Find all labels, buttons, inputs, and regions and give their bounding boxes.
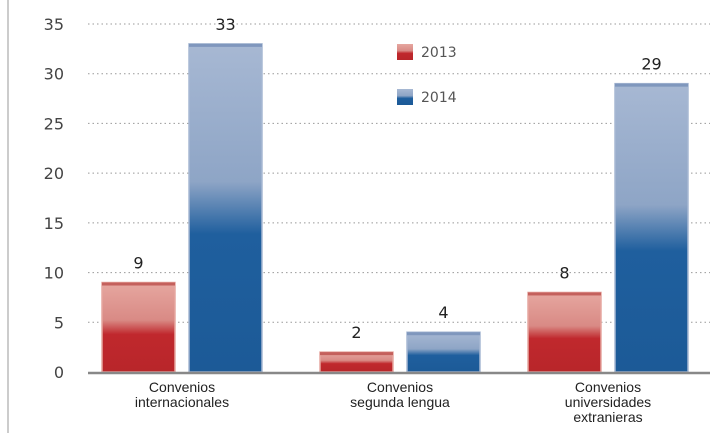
bar-2014-1 xyxy=(406,331,481,373)
y-tick-label-15: 15 xyxy=(44,214,64,233)
bar-2014-2 xyxy=(614,82,689,373)
category-labels: Convenios internacionales Convenios segunda… xyxy=(135,379,651,425)
legend-swatch-2014 xyxy=(397,89,413,105)
data-label-2014-0: 33 xyxy=(215,15,235,34)
y-tick-label-30: 30 xyxy=(44,65,64,84)
bar-cap-2013-1 xyxy=(320,352,393,356)
category-label-2: Convenios universidades extranieras xyxy=(565,379,651,425)
bar-cap-2013-0 xyxy=(102,282,175,286)
y-tick-label-25: 25 xyxy=(44,114,64,133)
legend-swatch-2013 xyxy=(397,44,413,60)
legend-label-2014: 2014 xyxy=(421,90,457,106)
data-label-2014-2: 29 xyxy=(641,55,661,74)
y-tick-label-10: 10 xyxy=(44,264,64,283)
y-axis-ticks: 0 5 10 15 20 25 30 35 xyxy=(44,15,64,382)
data-label-2013-1: 2 xyxy=(351,323,361,342)
bar-2013-2 xyxy=(527,291,602,373)
data-label-2013-2: 8 xyxy=(559,263,569,282)
legend: 2013 2014 xyxy=(397,44,457,106)
category-label-0: Convenios internacionales xyxy=(135,379,229,410)
bars: 9 2 8 33 4 29 xyxy=(101,15,689,373)
y-tick-label-35: 35 xyxy=(44,15,64,34)
bar-cap-2014-0 xyxy=(189,43,262,47)
category-label-1: Convenios segunda lengua xyxy=(350,379,450,410)
bar-cap-2014-1 xyxy=(407,332,480,336)
data-label-2013-0: 9 xyxy=(133,254,143,273)
legend-label-2013: 2013 xyxy=(421,45,457,61)
bar-cap-2013-2 xyxy=(528,292,601,296)
y-tick-label-5: 5 xyxy=(54,313,64,332)
y-tick-label-0: 0 xyxy=(54,363,64,382)
bar-2013-0 xyxy=(101,281,176,373)
data-label-2014-1: 4 xyxy=(438,303,448,322)
bar-2014-0 xyxy=(188,43,263,373)
y-tick-label-20: 20 xyxy=(44,164,64,183)
bar-cap-2014-2 xyxy=(615,83,688,87)
